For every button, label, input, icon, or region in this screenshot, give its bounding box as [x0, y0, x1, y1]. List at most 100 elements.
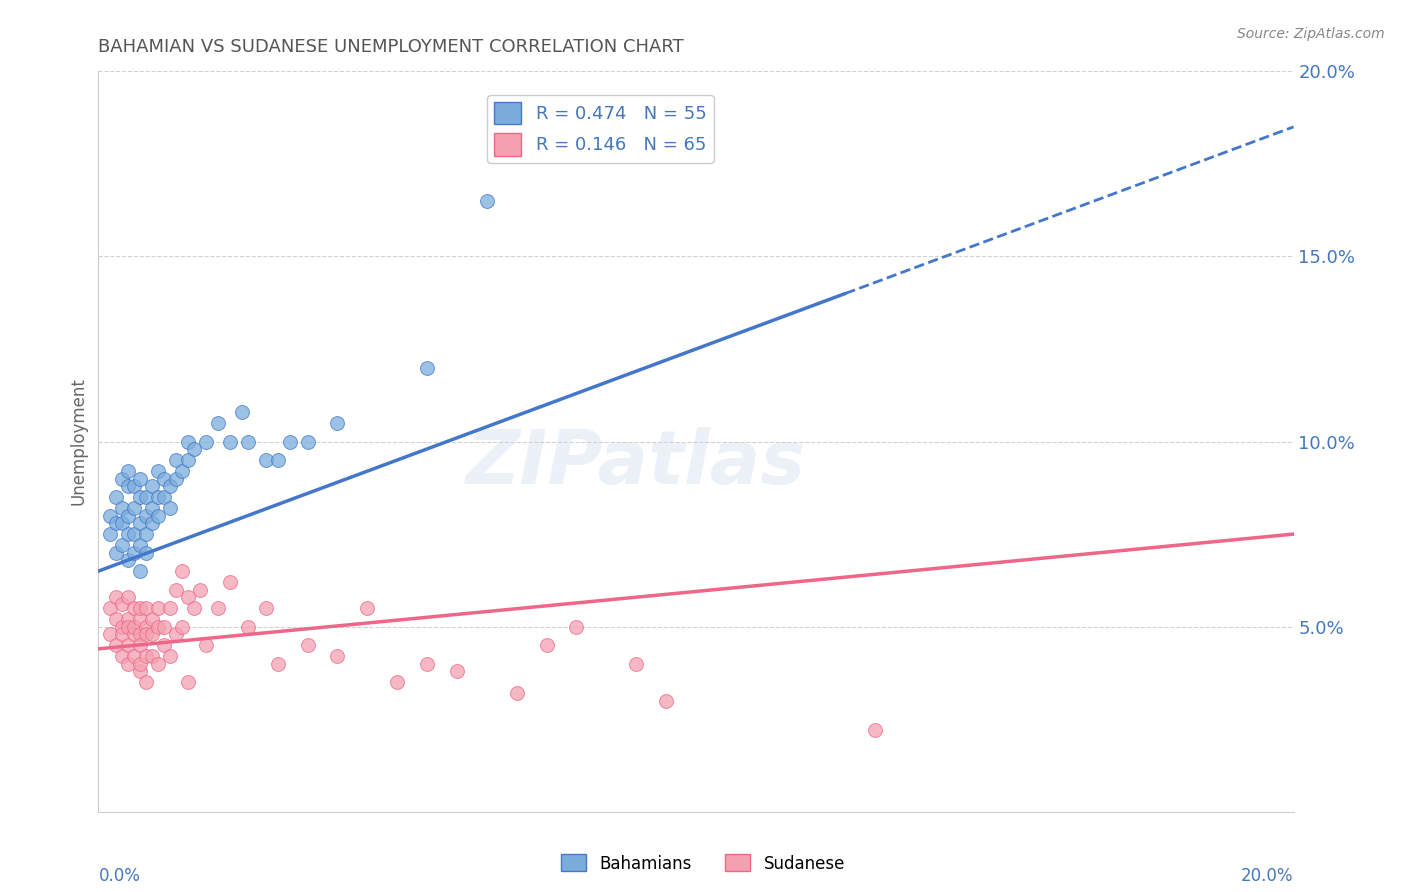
Point [159, 501, 181, 516]
Point [111, 472, 134, 486]
Point [159, 479, 181, 493]
Point [207, 601, 229, 615]
Point [416, 657, 439, 671]
Point [135, 490, 157, 504]
Point [135, 619, 157, 633]
Legend: R = 0.474   N = 55, R = 0.146   N = 65: R = 0.474 N = 55, R = 0.146 N = 65 [486, 95, 714, 162]
Point [141, 501, 163, 516]
Point [124, 501, 146, 516]
Point [129, 516, 152, 530]
Point [135, 508, 157, 523]
Point [129, 638, 152, 652]
Point [148, 657, 170, 671]
Point [865, 723, 887, 738]
Point [124, 545, 146, 560]
Point [297, 638, 319, 652]
Point [159, 649, 181, 664]
Point [177, 675, 200, 690]
Y-axis label: Unemployment: Unemployment [69, 377, 87, 506]
Point [141, 627, 163, 641]
Point [236, 434, 259, 449]
Point [111, 538, 134, 552]
Point [105, 490, 128, 504]
Point [446, 664, 468, 678]
Point [195, 638, 218, 652]
Point [135, 545, 157, 560]
Point [254, 453, 277, 467]
Text: 0.0%: 0.0% [98, 867, 141, 885]
Point [129, 472, 152, 486]
Point [385, 675, 409, 690]
Point [177, 453, 200, 467]
Point [231, 405, 253, 419]
Point [117, 508, 139, 523]
Point [565, 619, 588, 633]
Point [141, 649, 163, 664]
Point [207, 416, 229, 430]
Point [475, 194, 498, 208]
Point [219, 434, 242, 449]
Point [326, 649, 349, 664]
Point [129, 627, 152, 641]
Point [165, 627, 187, 641]
Point [117, 464, 139, 478]
Point [111, 598, 134, 612]
Point [98, 508, 122, 523]
Point [188, 582, 211, 597]
Point [172, 464, 194, 478]
Point [297, 434, 319, 449]
Point [148, 464, 170, 478]
Point [129, 664, 152, 678]
Point [98, 601, 122, 615]
Point [98, 627, 122, 641]
Point [267, 657, 290, 671]
Point [124, 601, 146, 615]
Point [111, 649, 134, 664]
Point [172, 564, 194, 578]
Point [117, 612, 139, 626]
Legend: Bahamians, Sudanese: Bahamians, Sudanese [554, 847, 852, 880]
Point [129, 564, 152, 578]
Point [105, 516, 128, 530]
Point [135, 527, 157, 541]
Point [267, 453, 290, 467]
Point [236, 619, 259, 633]
Point [153, 619, 176, 633]
Point [98, 527, 122, 541]
Point [117, 553, 139, 567]
Point [195, 434, 218, 449]
Point [148, 508, 170, 523]
Point [129, 490, 152, 504]
Point [124, 649, 146, 664]
Point [129, 538, 152, 552]
Text: 20.0%: 20.0% [1241, 867, 1294, 885]
Point [416, 360, 439, 375]
Point [141, 612, 163, 626]
Point [124, 527, 146, 541]
Point [135, 649, 157, 664]
Point [141, 479, 163, 493]
Point [111, 627, 134, 641]
Point [172, 619, 194, 633]
Text: BAHAMIAN VS SUDANESE UNEMPLOYMENT CORRELATION CHART: BAHAMIAN VS SUDANESE UNEMPLOYMENT CORREL… [98, 38, 685, 56]
Point [105, 545, 128, 560]
Point [165, 472, 187, 486]
Point [153, 490, 176, 504]
Point [326, 416, 349, 430]
Point [506, 686, 529, 700]
Point [117, 657, 139, 671]
Text: ZIPatlas: ZIPatlas [467, 427, 806, 500]
Point [159, 601, 181, 615]
Point [105, 590, 128, 604]
Text: Source: ZipAtlas.com: Source: ZipAtlas.com [1237, 27, 1385, 41]
Point [148, 601, 170, 615]
Point [111, 516, 134, 530]
Point [165, 453, 187, 467]
Point [153, 638, 176, 652]
Point [177, 590, 200, 604]
Point [105, 638, 128, 652]
Point [626, 657, 648, 671]
Point [183, 442, 205, 456]
Point [219, 575, 242, 590]
Point [536, 638, 558, 652]
